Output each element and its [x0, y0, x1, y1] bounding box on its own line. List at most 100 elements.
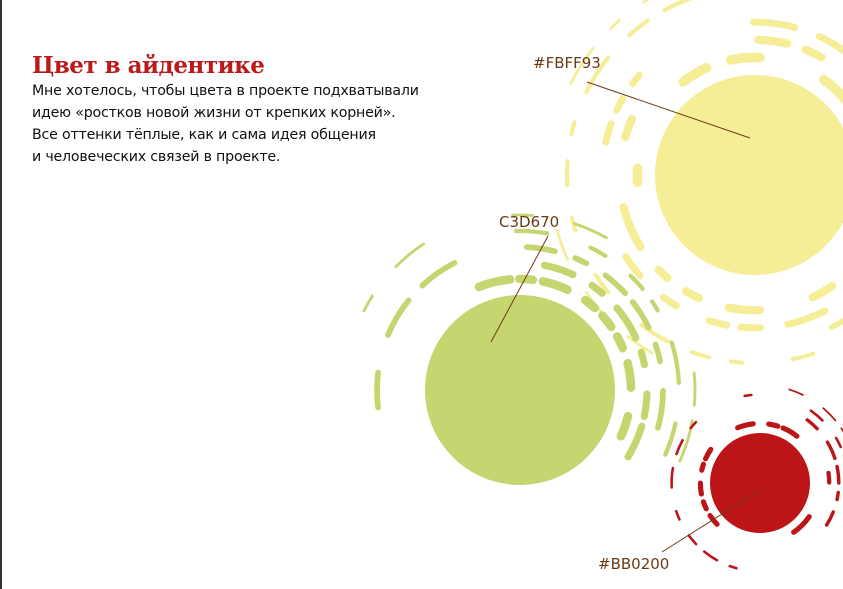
blob-stroke: [705, 317, 731, 329]
blob-stroke: [669, 340, 681, 385]
blob-stroke: [699, 461, 707, 473]
blob-stroke: [753, 35, 792, 48]
blob-stroke: [805, 418, 819, 431]
blob-stroke: [569, 47, 595, 85]
blob-core: [655, 75, 843, 275]
page-title: Цвет в айдентике: [32, 52, 265, 79]
green-swatch-blob: [362, 213, 697, 485]
blob-stroke: [555, 228, 569, 261]
blob-stroke: [670, 466, 675, 489]
blob-stroke: [624, 422, 646, 461]
blob-stroke: [613, 95, 627, 114]
red-swatch-label: #BB0200: [598, 555, 670, 573]
blob-stroke: [362, 294, 374, 313]
blob-stroke: [385, 297, 412, 338]
blob-stroke: [602, 272, 629, 297]
blob-stroke: [724, 303, 764, 315]
blob-stroke: [513, 228, 550, 236]
blob-stroke: [654, 265, 672, 283]
blob-stroke: [628, 273, 645, 292]
blob-stroke: [674, 509, 681, 521]
blob-stroke: [662, 0, 693, 13]
blob-stroke: [700, 499, 709, 512]
blob-stroke: [702, 446, 714, 462]
blob-stroke: [580, 295, 600, 313]
blob-stroke: [702, 550, 719, 562]
blob-stroke: [569, 120, 577, 137]
blob-stroke: [637, 348, 649, 369]
blob-stroke: [663, 421, 678, 457]
blob-stroke: [749, 18, 799, 31]
blob-stroke: [784, 307, 829, 328]
blob-stroke: [629, 299, 652, 331]
blob-stroke: [639, 322, 670, 344]
blob-stroke: [419, 260, 458, 289]
blob-core: [710, 433, 810, 533]
blob-stroke: [622, 253, 644, 280]
blob-stroke: [655, 387, 666, 431]
blob-stroke: [692, 371, 697, 407]
blob-stroke: [515, 274, 538, 285]
blob-stroke: [659, 293, 680, 310]
blob-stroke: [626, 335, 654, 355]
page-edge: [0, 0, 2, 589]
blob-stroke: [815, 32, 843, 55]
blob-stroke: [819, 74, 843, 105]
blob-stroke: [593, 272, 611, 295]
blob-stroke: [649, 299, 660, 313]
blob-stroke: [790, 351, 816, 362]
blob-stroke: [687, 534, 698, 546]
blob-stroke: [826, 470, 832, 485]
green-swatch-label: C3D670: [499, 213, 560, 231]
blob-stroke: [374, 369, 381, 411]
blob-stroke: [573, 222, 608, 240]
blob-stroke: [689, 350, 712, 360]
blob-stroke: [737, 323, 765, 332]
blob-stroke: [588, 245, 608, 259]
blob-stroke: [613, 304, 640, 342]
blob-stroke: [834, 436, 843, 449]
blob-stroke: [572, 255, 590, 267]
blob-stroke: [640, 390, 651, 421]
blob-stroke: [735, 421, 756, 431]
blob-stroke: [835, 490, 840, 502]
blob-stroke: [824, 510, 835, 527]
description-text: Мне хотелось, чтобы цвета в проекте подх…: [32, 80, 419, 168]
blob-stroke: [623, 358, 636, 392]
blob-stroke: [808, 281, 837, 302]
blob-stroke: [835, 464, 841, 485]
blob-stroke: [538, 277, 572, 294]
blob-stroke: [678, 419, 694, 463]
description-line: идею «ростков новой жизни от крепких кор…: [32, 105, 396, 121]
blob-stroke: [801, 45, 826, 62]
blob-stroke: [619, 203, 645, 252]
blob-stroke: [697, 480, 704, 497]
blob-stroke: [588, 281, 606, 297]
blob-stroke: [788, 388, 804, 396]
yellow-leader-line: [586, 81, 751, 139]
green-leader-line: [490, 235, 549, 343]
blob-stroke: [728, 564, 738, 570]
blob-stroke: [743, 393, 753, 398]
blob-stroke: [675, 438, 684, 456]
blob-stroke: [780, 425, 800, 439]
blob-stroke: [652, 341, 663, 365]
blob-stroke: [628, 71, 643, 88]
blob-core: [425, 295, 615, 485]
red-leader-line: [661, 489, 761, 553]
blob-stroke: [584, 55, 611, 95]
blob-stroke: [564, 159, 570, 188]
red-swatch-blob: [670, 388, 843, 570]
description-line: Мне хотелось, чтобы цвета в проекте подх…: [32, 83, 419, 99]
blob-stroke: [728, 359, 744, 365]
blob-stroke: [689, 420, 698, 430]
blob-stroke: [474, 275, 515, 292]
yellow-swatch-label: #FBFF93: [533, 54, 601, 72]
blob-stroke: [725, 52, 765, 65]
blob-stroke: [825, 440, 837, 461]
blob-stroke: [540, 261, 577, 279]
blob-stroke: [616, 411, 633, 441]
blob-stroke: [627, 18, 650, 38]
description-line: Все оттенки тёплые, как и сама идея обще…: [32, 127, 376, 143]
